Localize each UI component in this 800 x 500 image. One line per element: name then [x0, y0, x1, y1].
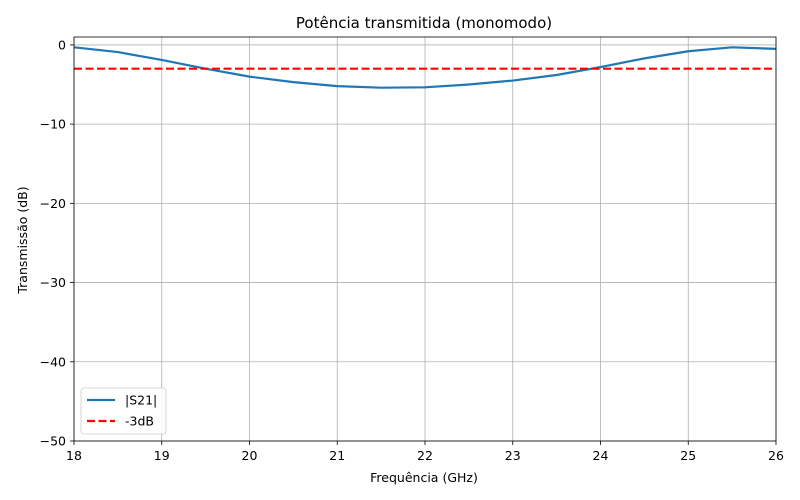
y-tick-label: −10 — [40, 117, 66, 132]
series-line-0 — [73, 46, 777, 89]
legend-entry-1: -3dB — [125, 414, 154, 429]
y-tick-label: −30 — [40, 275, 66, 290]
x-tick-label: 26 — [768, 448, 784, 463]
x-tick-label: 24 — [593, 448, 609, 463]
y-tick-label: −20 — [40, 196, 66, 211]
x-tick-label: 20 — [242, 448, 258, 463]
y-tick-label: −40 — [40, 354, 66, 369]
y-axis-label: Transmissão (dB) — [15, 186, 30, 294]
x-tick-label: 19 — [154, 448, 170, 463]
x-tick-label: 23 — [505, 448, 521, 463]
legend-entry-0: |S21| — [125, 393, 157, 408]
x-axis: 18 19 20 21 22 23 24 25 26 — [66, 441, 784, 463]
legend: |S21| -3dB — [80, 387, 167, 435]
y-tick-label: 0 — [58, 37, 66, 52]
y-axis: 0 −10 −20 −30 −40 −50 — [40, 37, 74, 449]
x-tick-label: 25 — [680, 448, 696, 463]
x-tick-label: 21 — [329, 448, 345, 463]
x-tick-label: 18 — [66, 448, 82, 463]
y-tick-label: −50 — [40, 434, 66, 449]
x-axis-label: Frequência (GHz) — [370, 470, 478, 485]
series-group — [73, 46, 777, 89]
chart-title: Potência transmitida (monomodo) — [296, 14, 552, 32]
x-tick-label: 22 — [417, 448, 433, 463]
grid — [73, 37, 777, 442]
